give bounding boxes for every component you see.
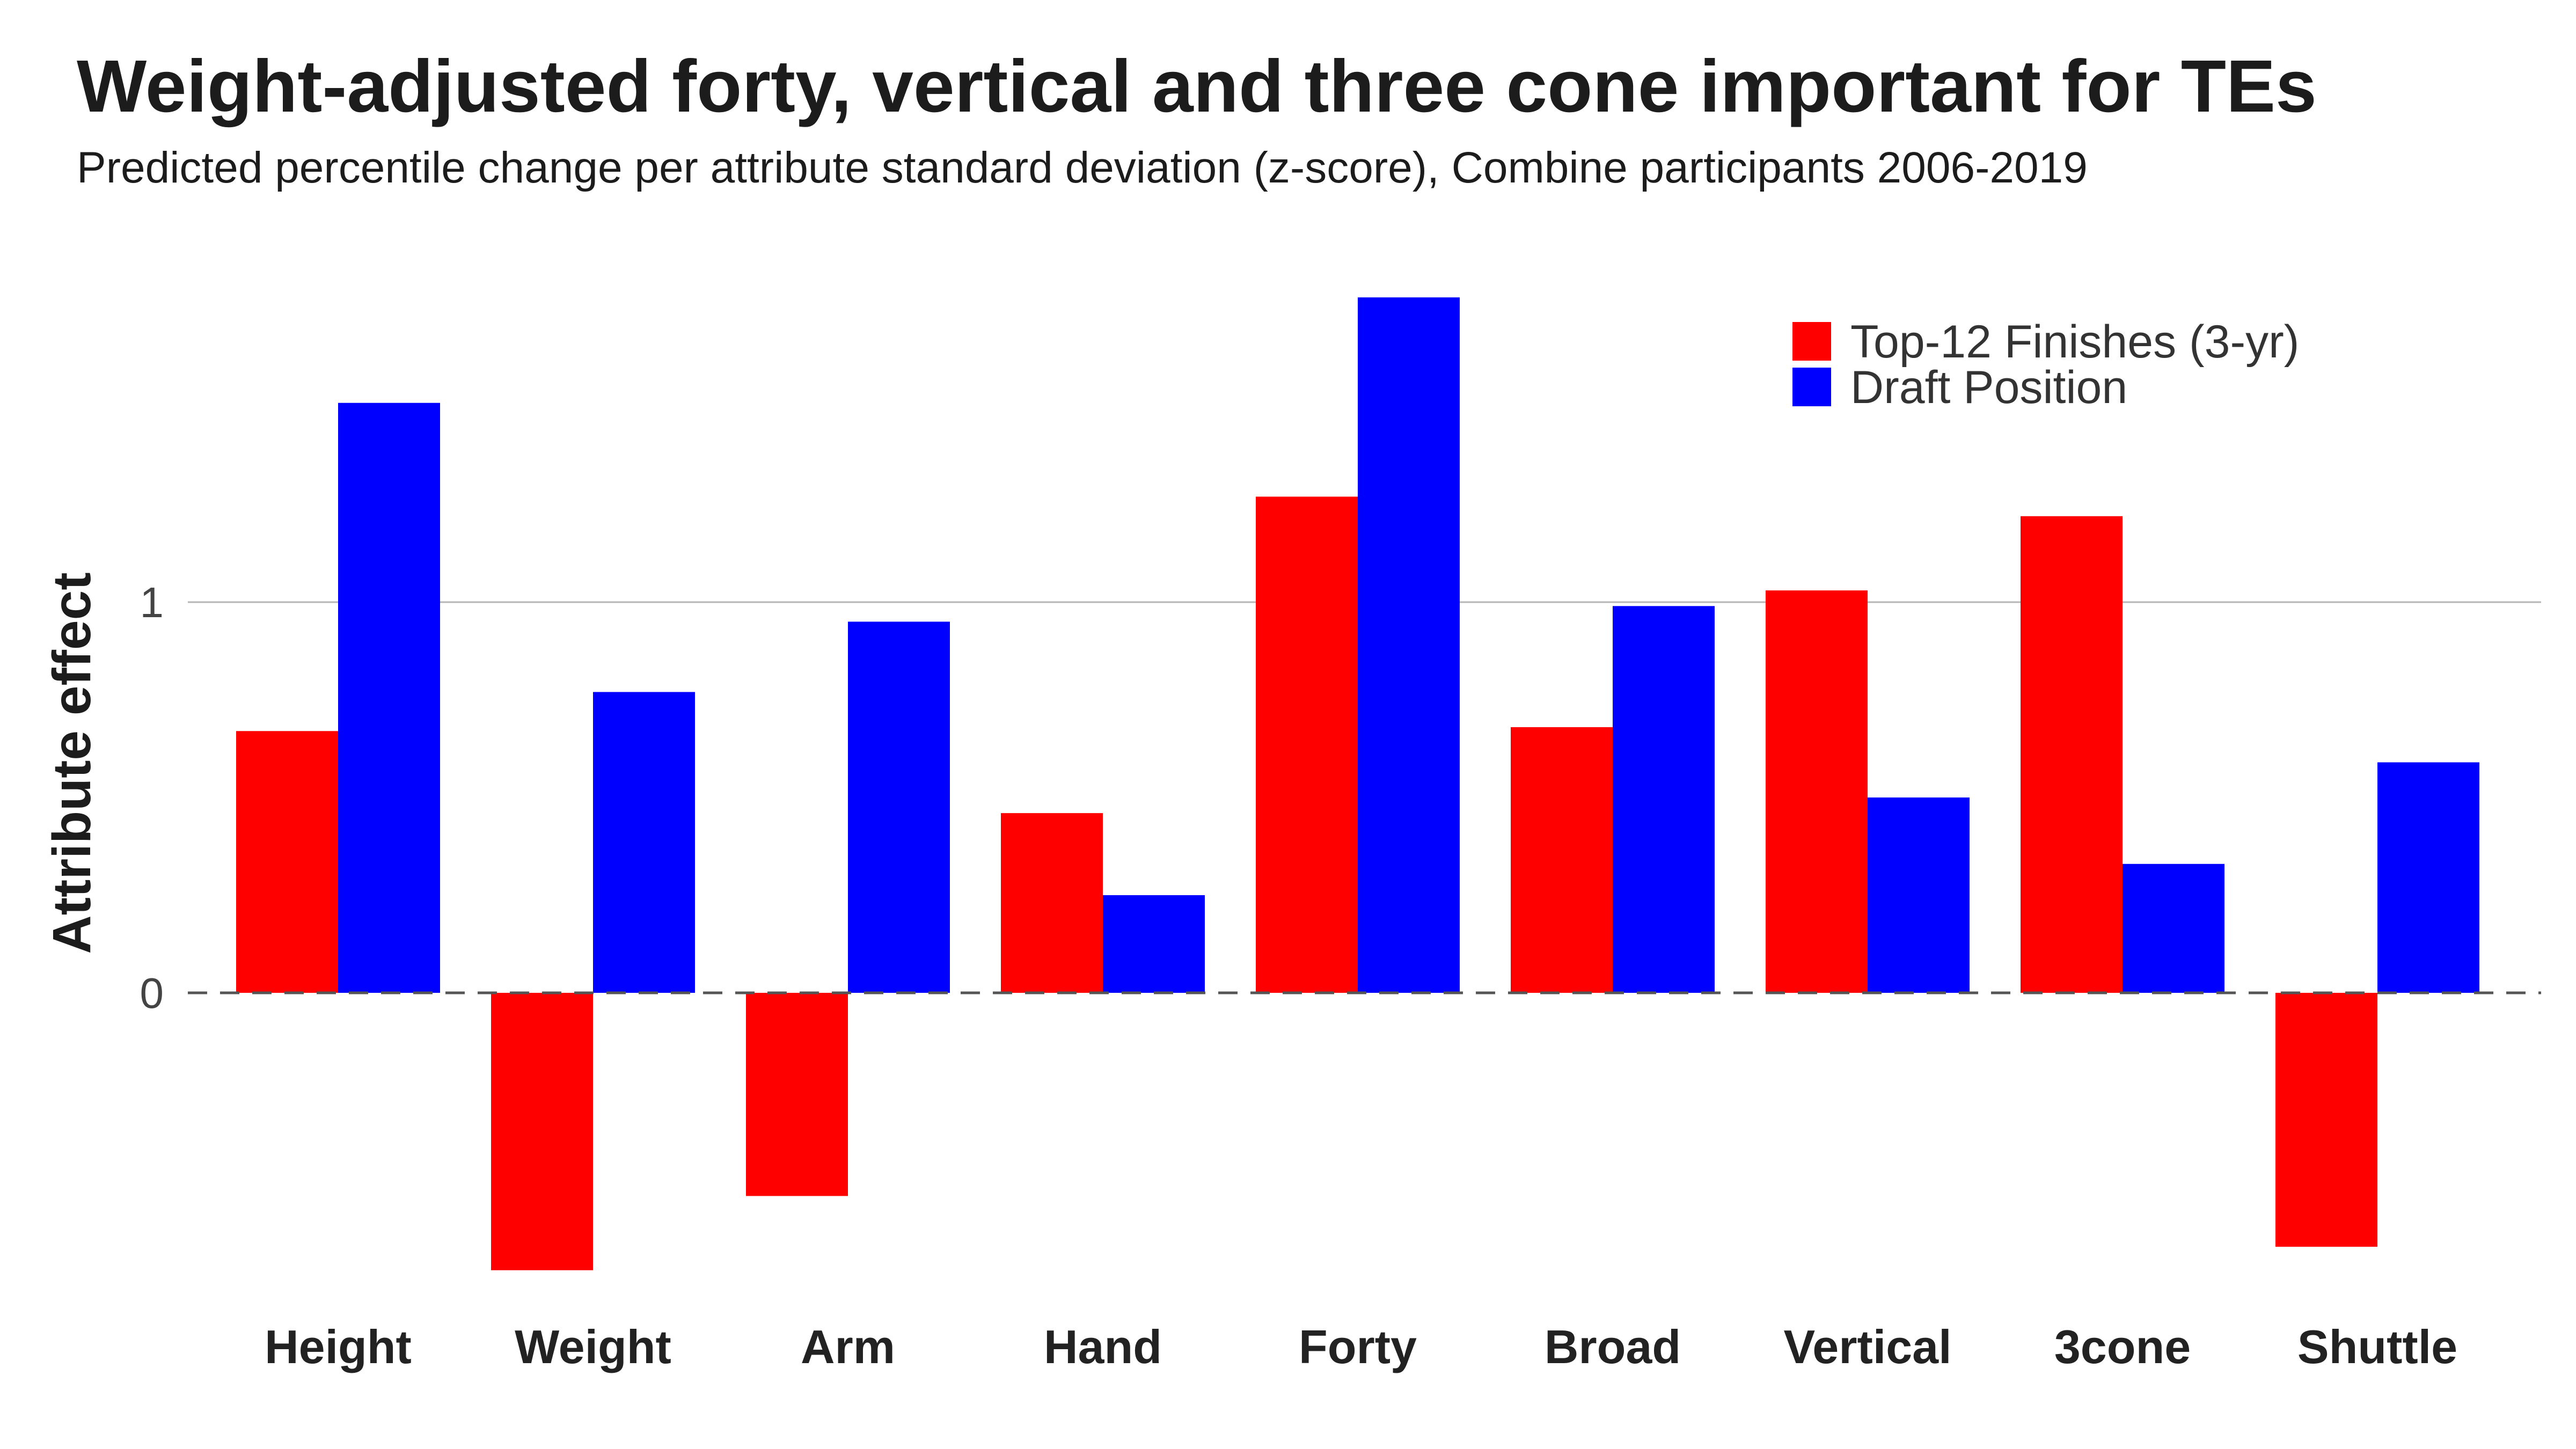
bar [2275, 993, 2377, 1247]
bar [338, 402, 440, 993]
bar [491, 993, 593, 1270]
chart-title: Weight-adjusted forty, vertical and thre… [77, 45, 2317, 128]
x-tick-label: Forty [1299, 1320, 1417, 1373]
bar [1766, 590, 1868, 993]
bar [1358, 297, 1460, 993]
bars-layer [236, 297, 2479, 1270]
legend-label: Top-12 Finishes (3-yr) [1850, 316, 2299, 368]
x-tick-label: Shuttle [2297, 1320, 2457, 1373]
bar [1868, 797, 1970, 993]
x-tick-label: Height [265, 1320, 412, 1373]
bar [2377, 762, 2479, 993]
x-tick-label: Broad [1545, 1320, 1681, 1373]
bar [1103, 895, 1205, 993]
legend-swatch [1792, 368, 1831, 406]
bar [593, 692, 695, 993]
bar [1613, 606, 1715, 993]
legend-label: Draft Position [1850, 362, 2127, 413]
bar [848, 621, 950, 993]
x-tick-label: Arm [801, 1320, 895, 1373]
legend-swatch [1792, 322, 1831, 361]
y-tick-label: 0 [140, 969, 164, 1017]
bar [236, 731, 338, 993]
bar [2123, 863, 2224, 993]
bar [746, 993, 848, 1196]
bar [1511, 727, 1613, 993]
legend: Top-12 Finishes (3-yr)Draft Position [1792, 316, 2299, 413]
y-axis-label: Attribute effect [42, 572, 102, 954]
x-tick-label: Vertical [1783, 1320, 1951, 1373]
x-tick-label: Weight [515, 1320, 671, 1373]
bar [1256, 496, 1358, 993]
x-tick-label: Hand [1044, 1320, 1162, 1373]
x-ticks-layer: Height Weight Arm Hand Forty Broad Vertical 3co… [265, 1320, 2457, 1373]
bar [2021, 516, 2123, 993]
y-ticks-layer: 01 [140, 579, 164, 1017]
chart-subtitle: Predicted percentile change per attribut… [77, 143, 2088, 192]
y-tick-label: 1 [140, 579, 164, 626]
bar [1001, 813, 1103, 993]
x-tick-label: 3cone [2054, 1320, 2191, 1373]
